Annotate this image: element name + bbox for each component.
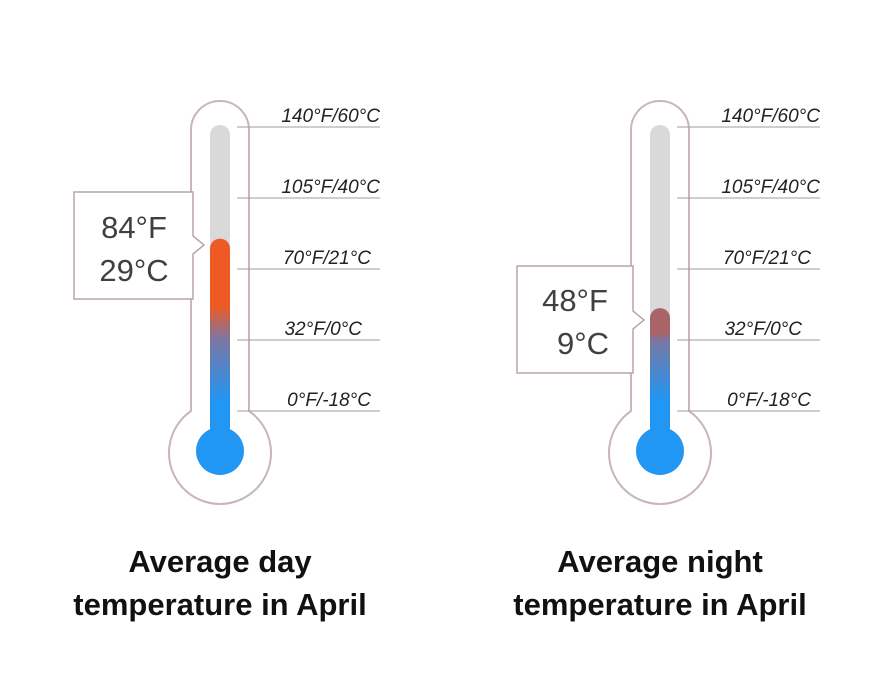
thermometer-day-readout-c: 29°C xyxy=(99,253,168,288)
thermometer-day-readout: 84°F 29°C xyxy=(73,191,206,300)
caption-night: Average night temperature in April xyxy=(450,540,870,626)
thermometer-day: 140°F/60°C 105°F/40°C 70°F/21°C 32°F/0°C 0°F… xyxy=(73,100,380,505)
scale-tick-label: 32°F/0°C xyxy=(284,319,362,340)
scale-tick-label: 70°F/21°C xyxy=(283,248,371,269)
thermometer-night-bulb xyxy=(636,427,684,475)
thermometer-day-readout-box xyxy=(73,191,206,300)
scale-tick-label: 105°F/40°C xyxy=(721,177,820,198)
thermometer-night-readout: 48°F 9°C xyxy=(516,265,646,374)
scale-tick-label: 70°F/21°C xyxy=(723,248,811,269)
thermometer-night-readout-f: 48°F xyxy=(542,283,608,318)
caption-day-line1: Average day xyxy=(128,544,312,579)
thermometer-night-scale: 140°F/60°C 105°F/40°C 70°F/21°C 32°F/0°C 0°F… xyxy=(677,106,820,412)
scale-tick-label: 140°F/60°C xyxy=(281,106,380,127)
caption-day-line2: temperature in April xyxy=(73,587,367,622)
thermometer-night-mercury xyxy=(650,308,670,451)
caption-night-line1: Average night xyxy=(557,544,763,579)
caption-day: Average day temperature in April xyxy=(10,540,430,626)
thermometer-night-readout-c: 9°C xyxy=(557,326,609,361)
scale-tick-label: 0°F/-18°C xyxy=(287,390,371,411)
scale-tick-label: 0°F/-18°C xyxy=(727,390,811,411)
thermometer-day-readout-f: 84°F xyxy=(101,210,167,245)
scale-tick-label: 32°F/0°C xyxy=(724,319,802,340)
thermometer-day-bulb xyxy=(196,427,244,475)
scale-tick-label: 105°F/40°C xyxy=(281,177,380,198)
thermometer-day-scale: 140°F/60°C 105°F/40°C 70°F/21°C 32°F/0°C 0°F… xyxy=(237,106,380,412)
thermometer-day-mercury xyxy=(210,238,230,451)
thermometer-night-readout-box xyxy=(516,265,646,374)
caption-night-line2: temperature in April xyxy=(513,587,807,622)
thermometer-night: 140°F/60°C 105°F/40°C 70°F/21°C 32°F/0°C 0°F… xyxy=(516,100,820,505)
scale-tick-label: 140°F/60°C xyxy=(721,106,820,127)
